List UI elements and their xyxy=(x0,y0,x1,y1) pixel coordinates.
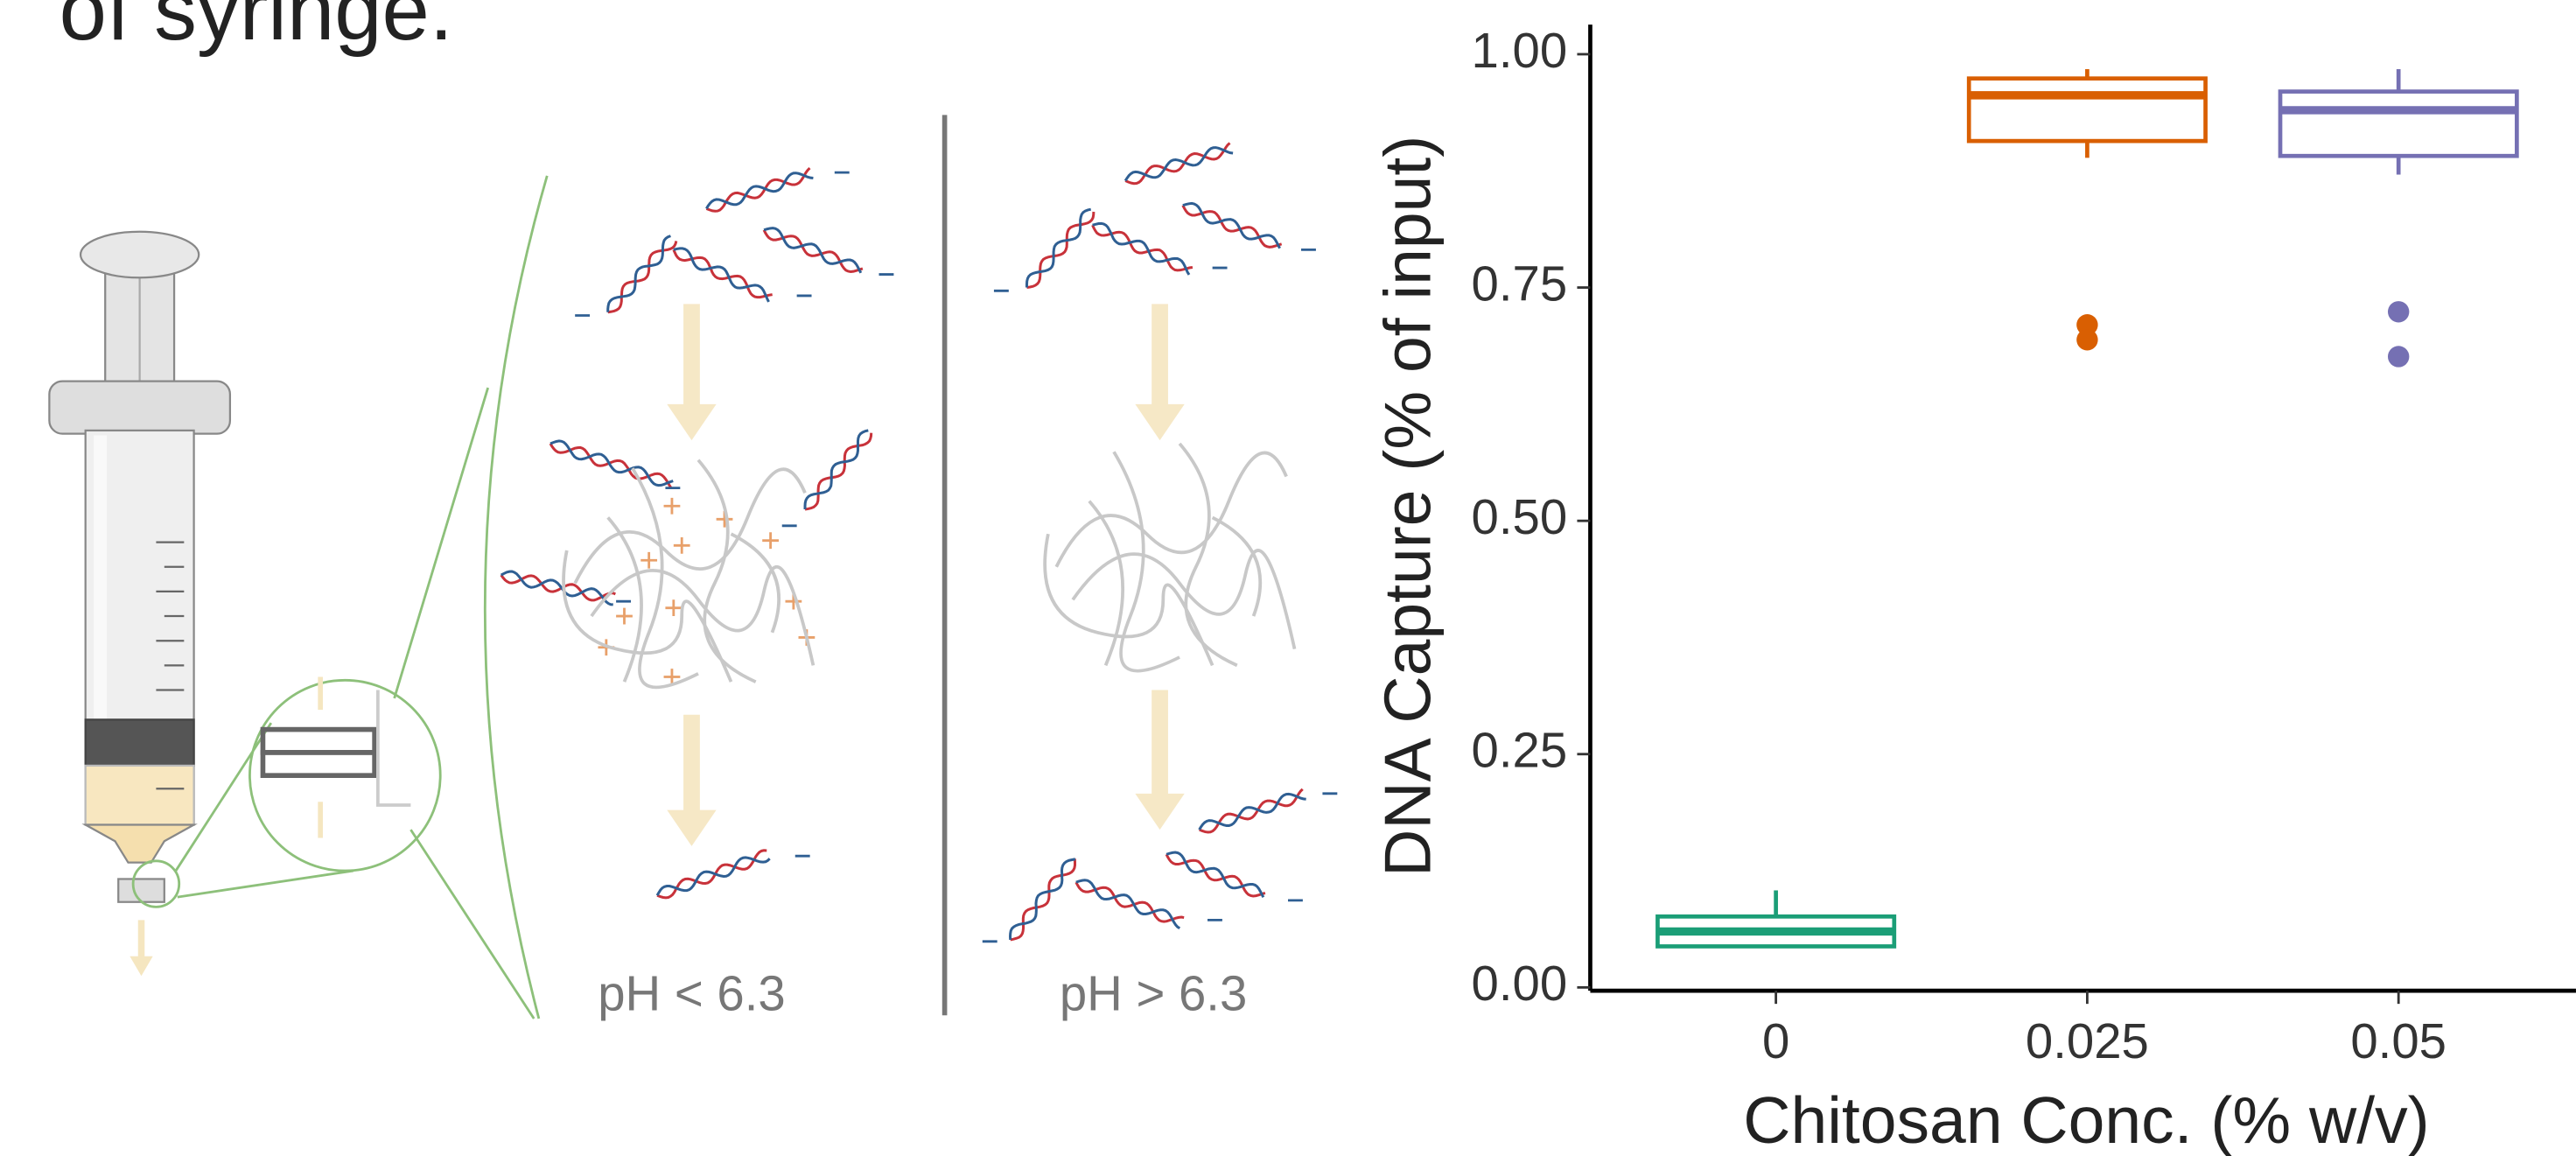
y-tick-label: 0.50 xyxy=(1472,489,1568,544)
chitosan xyxy=(1071,549,1297,650)
chitosan xyxy=(1178,442,1238,668)
charge-plus xyxy=(663,497,681,515)
charge-plus xyxy=(640,551,658,569)
syringe xyxy=(48,230,232,903)
dna-strand xyxy=(1198,792,1306,830)
dna-strand xyxy=(763,227,863,274)
panel-label: pH < 6.3 xyxy=(598,966,785,1021)
dna-strand xyxy=(1165,853,1266,898)
panel-label: pH > 6.3 xyxy=(1060,966,1247,1021)
dna-strand xyxy=(1026,211,1096,290)
dna-strand xyxy=(1009,858,1076,940)
dna-strand xyxy=(1181,205,1283,249)
outlier xyxy=(2076,329,2098,351)
chitosan xyxy=(1211,515,1263,617)
illustration: pH < 6.3 pH > 6.3 xyxy=(48,115,1338,1021)
charge-plus xyxy=(673,536,690,554)
x-tick-label: 0.025 xyxy=(2026,1013,2149,1068)
box xyxy=(1966,76,2208,144)
chart: 0.00 0.25 0.50 0.75 1.00 Chitosan Conc. (% w/… xyxy=(1371,23,2576,1156)
chitosan xyxy=(590,564,816,666)
dna-strand xyxy=(1182,201,1281,249)
charge-plus xyxy=(616,607,633,625)
dna-strand xyxy=(1092,221,1191,276)
chitosan xyxy=(562,550,733,683)
arrow-head xyxy=(667,809,717,846)
dna-strand xyxy=(804,432,873,511)
dna-strand xyxy=(705,172,814,210)
chitosan xyxy=(1088,500,1125,667)
y-tick-label: 0.00 xyxy=(1472,956,1568,1011)
dna-strand xyxy=(803,429,869,510)
dna-strand xyxy=(655,856,771,896)
box xyxy=(2278,89,2519,158)
y-axis-title: DNA Capture (% of input) xyxy=(1371,136,1445,877)
dna-strand xyxy=(1166,851,1265,898)
x-axis-title: Chitosan Conc. (% w/v) xyxy=(1743,1083,2429,1156)
dna-strand xyxy=(1199,788,1304,834)
dna-strand xyxy=(500,570,613,606)
outlier xyxy=(2076,314,2098,336)
dna-strand xyxy=(1074,881,1185,923)
chitosan xyxy=(730,532,780,634)
outlier xyxy=(2387,301,2410,323)
heading: of syringe. xyxy=(60,0,453,58)
chitosan xyxy=(1112,451,1180,673)
dna-strand xyxy=(1124,142,1231,186)
chitosan xyxy=(606,516,643,683)
charge-plus xyxy=(663,669,681,685)
chitosan xyxy=(631,467,699,690)
chitosan xyxy=(573,467,807,585)
y-tick-label: 0.25 xyxy=(1472,723,1568,778)
x-tick-label: 0 xyxy=(1762,1013,1789,1068)
charge-plus xyxy=(762,532,779,550)
dna-strand xyxy=(705,167,811,213)
dna-strand xyxy=(673,247,770,303)
zoom xyxy=(131,175,549,1019)
dna-strand xyxy=(606,235,671,312)
dna-strand xyxy=(1124,146,1234,182)
chitosan xyxy=(696,459,757,683)
dna-strand xyxy=(607,241,678,314)
dna-strand xyxy=(762,229,864,274)
y-tick-label: 0.75 xyxy=(1472,256,1568,311)
dna-strand xyxy=(1091,224,1194,272)
dna-strand xyxy=(550,439,674,487)
dna-strand xyxy=(1025,207,1092,288)
dna-strand xyxy=(1075,879,1181,930)
outlier xyxy=(2387,346,2410,368)
x-tick-label: 0.05 xyxy=(2350,1013,2446,1068)
arrow-head xyxy=(667,403,717,441)
dna-strand xyxy=(1010,858,1076,942)
y-tick-label: 1.00 xyxy=(1472,23,1568,78)
arrow-head xyxy=(1135,793,1185,830)
dna-strand xyxy=(500,574,616,602)
charge-plus xyxy=(665,599,682,617)
dna-strand xyxy=(672,249,773,299)
chitosan xyxy=(1054,451,1288,568)
chitosan xyxy=(1043,533,1214,667)
arrow-head xyxy=(1135,403,1185,441)
